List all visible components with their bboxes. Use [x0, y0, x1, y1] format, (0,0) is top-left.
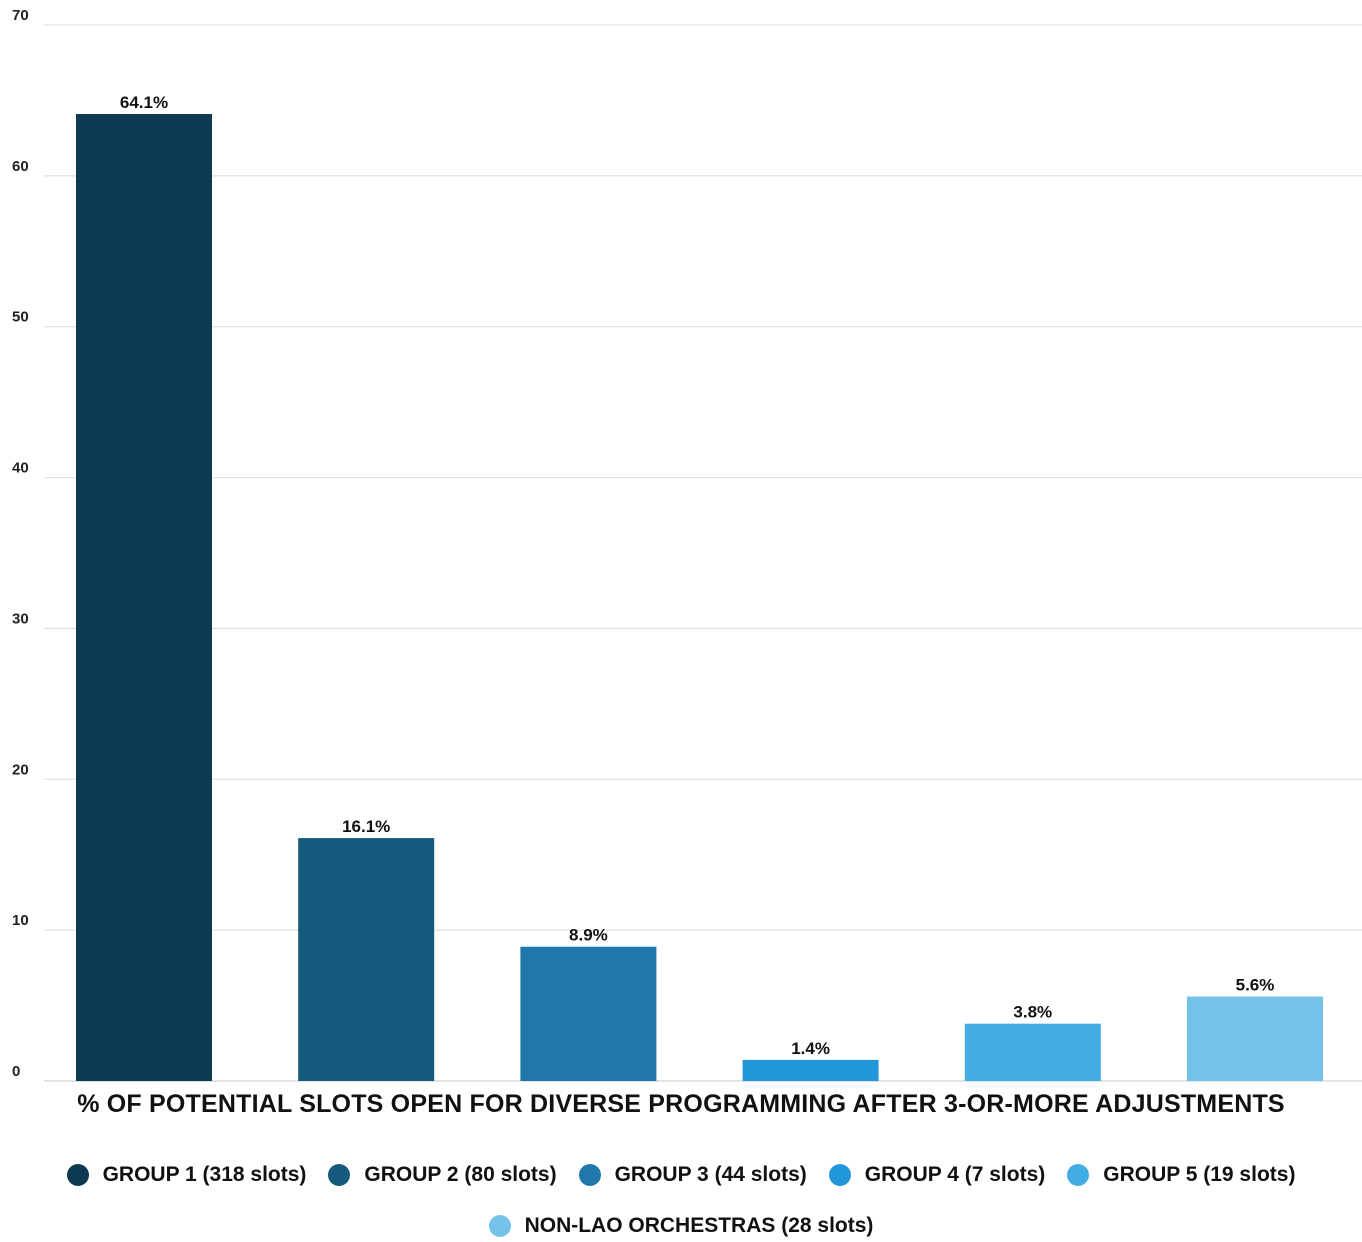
data-labels: 64.1% 16.1% 8.9% 1.4% 3.8% 5.6%	[120, 93, 1274, 1058]
gridlines	[44, 24, 1362, 1082]
data-label: 8.9%	[569, 926, 608, 945]
y-tick-label: 70	[12, 7, 29, 24]
legend-item: GROUP 4 (7 slots)	[828, 1163, 1046, 1187]
data-label: 64.1%	[120, 93, 168, 112]
legend-row-1: GROUP 1 (318 slots) GROUP 2 (80 slots) GRO…	[0, 1163, 1362, 1187]
data-label: 1.4%	[791, 1039, 830, 1058]
data-label: 16.1%	[342, 817, 390, 836]
y-tick-label: 10	[12, 912, 29, 929]
legend-label: GROUP 4 (7 slots)	[864, 1163, 1046, 1186]
y-axis-ticks: 0 10 20 30 40 50 60 70	[12, 7, 29, 1080]
bar-5	[964, 1023, 1101, 1081]
legend-label: NON-LAO ORCHESTRAS (28 slots)	[524, 1214, 874, 1237]
y-tick-label: 40	[12, 460, 29, 477]
bar-6	[1187, 996, 1323, 1081]
y-tick-label: 30	[12, 610, 29, 627]
y-tick-label: 20	[12, 761, 29, 778]
legend-label: GROUP 1 (318 slots)	[102, 1163, 307, 1186]
legend-item: GROUP 2 (80 slots)	[328, 1163, 557, 1187]
bar-3	[520, 946, 657, 1081]
legend-label: GROUP 2 (80 slots)	[364, 1163, 557, 1186]
legend-item: GROUP 1 (318 slots)	[66, 1163, 307, 1187]
bar-1	[76, 114, 212, 1081]
bar-4	[742, 1059, 879, 1081]
y-tick-label: 0	[12, 1063, 20, 1080]
legend-label: GROUP 3 (44 slots)	[614, 1163, 807, 1186]
legend-label: GROUP 5 (19 slots)	[1103, 1163, 1296, 1186]
data-label: 3.8%	[1013, 1003, 1052, 1022]
legend-swatch	[1067, 1164, 1090, 1186]
legend-swatch	[578, 1164, 601, 1186]
bars	[76, 114, 1323, 1081]
legend-item: GROUP 3 (44 slots)	[578, 1163, 807, 1187]
legend-item: GROUP 5 (19 slots)	[1067, 1163, 1295, 1187]
y-tick-label: 50	[12, 309, 29, 326]
legend-swatch	[328, 1164, 351, 1186]
x-axis-label: % OF POTENTIAL SLOTS OPEN FOR DIVERSE PR…	[77, 1090, 1285, 1118]
bar-2	[298, 838, 435, 1081]
data-label: 5.6%	[1236, 976, 1275, 995]
bar-chart: 0 10 20 30 40 50 60 70 64.1% 16.1% 8.9% 1.4% 3.8% 5.…	[12, 7, 1362, 1082]
legend-swatch	[66, 1164, 89, 1186]
legend-row-2: NON-LAO ORCHESTRAS (28 slots)	[0, 1214, 1362, 1238]
legend-swatch	[488, 1215, 511, 1237]
y-tick-label: 60	[12, 158, 29, 175]
legend-item: NON-LAO ORCHESTRAS (28 slots)	[488, 1214, 874, 1238]
legend-swatch	[828, 1164, 851, 1186]
